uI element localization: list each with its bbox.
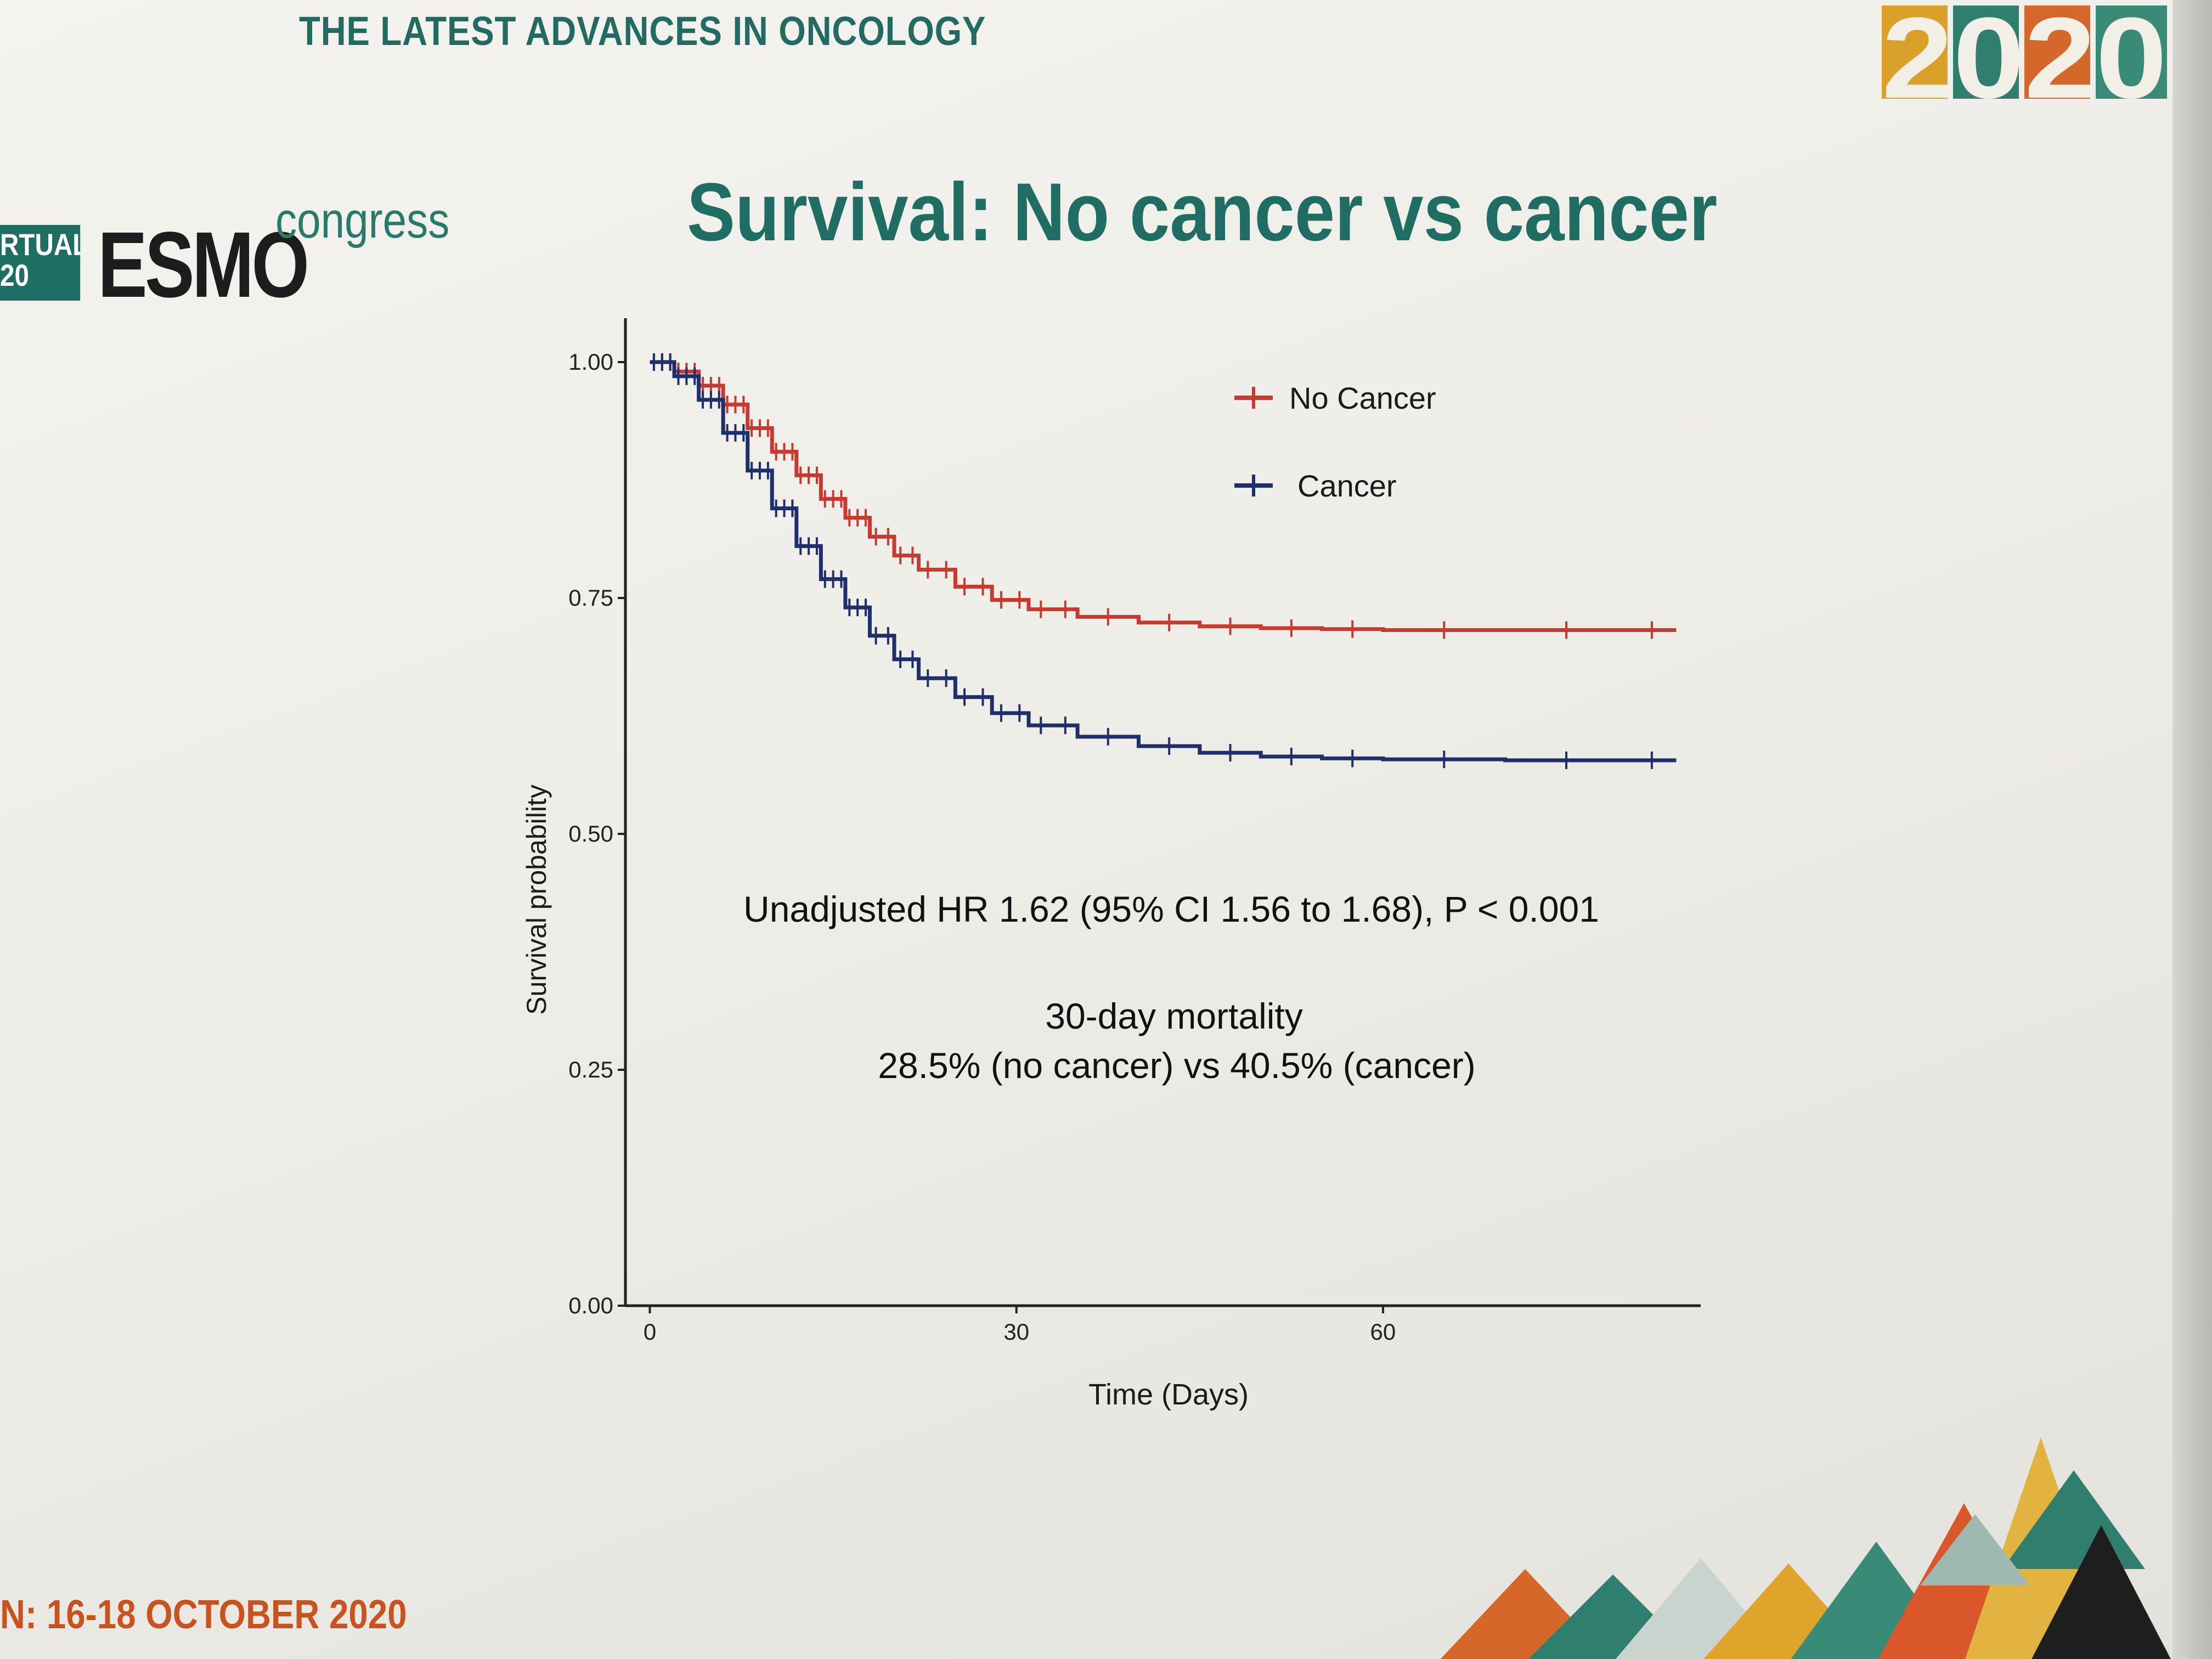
legend-label-no-cancer: No Cancer	[1289, 381, 1436, 415]
y-tick-label: 0.25	[568, 1057, 613, 1082]
y-tick-label: 0.00	[568, 1293, 613, 1318]
censor-marks-no-cancer	[652, 353, 1653, 639]
slide-title: Survival: No cancer vs cancer	[687, 166, 1718, 258]
x-tick-label: 0	[644, 1319, 656, 1345]
footer-dates: N: 16-18 OCTOBER 2020	[0, 1592, 407, 1637]
y-tick-label: 0.50	[568, 821, 613, 847]
series-line-no-cancer	[650, 360, 1677, 632]
chart-series	[650, 353, 1677, 769]
screen-bezel	[2172, 0, 2212, 1659]
x-axis-label: Time (Days)	[1088, 1378, 1249, 1411]
year-logo: 2020	[1882, 0, 2167, 104]
x-tick-label: 60	[1370, 1319, 1396, 1345]
y-tick-label: 0.75	[568, 585, 613, 611]
y-tick-label: 1.00	[568, 349, 613, 375]
series-line-cancer	[650, 360, 1677, 763]
decorative-triangles	[1440, 1437, 2171, 1659]
virtual-badge: RTUAL 20	[0, 225, 81, 301]
mortality-heading: 30-day mortality	[1045, 996, 1303, 1036]
legend: No Cancer Cancer	[1234, 381, 1436, 503]
hr-annotation: Unadjusted HR 1.62 (95% CI 1.56 to 1.68)…	[743, 889, 1599, 929]
y-axis-label: Survival probability	[521, 785, 552, 1015]
censor-marks-cancer	[652, 353, 1653, 769]
legend-label-cancer: Cancer	[1297, 469, 1397, 503]
header-tagline: THE LATEST ADVANCES IN ONCOLOGY	[299, 8, 986, 54]
esmo-logo: ESMO	[98, 213, 309, 317]
x-tick-label: 30	[1003, 1319, 1029, 1345]
chart-axes	[624, 318, 1701, 1307]
congress-label: congress	[275, 193, 450, 249]
chart-ticks: 0.00 0.25 0.50 0.75 1.00 0 30 60	[568, 349, 1396, 1345]
year-text: 2020	[1882, 0, 2167, 104]
mortality-values: 28.5% (no cancer) vs 40.5% (cancer)	[878, 1045, 1475, 1086]
